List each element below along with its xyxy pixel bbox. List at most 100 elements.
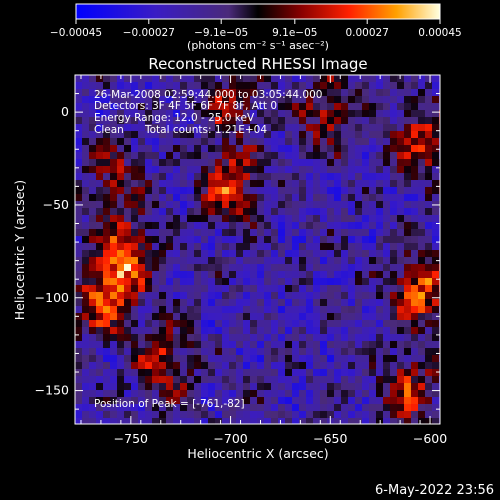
- heatmap-cell: [341, 348, 349, 356]
- heatmap-cell: [271, 145, 279, 153]
- heatmap-cell: [159, 334, 167, 342]
- heatmap-cell: [243, 313, 251, 321]
- heatmap-cell: [369, 418, 377, 424]
- heatmap-cell: [271, 236, 279, 244]
- heatmap-cell: [117, 117, 125, 125]
- y-axis-label: Heliocentric Y (arcsec): [12, 180, 27, 320]
- heatmap-cell: [124, 159, 132, 167]
- heatmap-cell: [110, 124, 118, 132]
- heatmap-cell: [222, 75, 230, 83]
- heatmap-cell: [285, 404, 293, 412]
- heatmap-cell: [173, 348, 181, 356]
- heatmap-cell: [313, 229, 321, 237]
- heatmap-cell: [152, 187, 160, 195]
- heatmap-cell: [376, 376, 384, 384]
- heatmap-cell: [278, 383, 286, 391]
- heatmap-cell: [131, 257, 139, 265]
- heatmap-cell: [411, 376, 419, 384]
- heatmap-cell: [355, 334, 363, 342]
- heatmap-cell: [334, 75, 342, 83]
- heatmap-cell: [117, 411, 125, 419]
- heatmap-cell: [138, 222, 146, 230]
- heatmap-cell: [334, 180, 342, 188]
- heatmap-cell: [418, 236, 426, 244]
- heatmap-cell: [180, 243, 188, 251]
- heatmap-cell: [229, 117, 237, 125]
- heatmap-cell: [110, 194, 118, 202]
- heatmap-cell: [299, 250, 307, 258]
- heatmap-cell: [383, 75, 391, 83]
- heatmap-cell: [152, 257, 160, 265]
- heatmap-cell: [418, 348, 426, 356]
- heatmap-cell: [96, 362, 104, 370]
- heatmap-cell: [194, 327, 202, 335]
- heatmap-cell: [208, 404, 216, 412]
- heatmap-cell: [257, 411, 265, 419]
- annotation-method: Clean: [94, 124, 124, 136]
- heatmap-cell: [320, 173, 328, 181]
- heatmap-cell: [82, 222, 90, 230]
- heatmap-cell: [257, 166, 265, 174]
- heatmap-cell: [299, 96, 307, 104]
- heatmap-cell: [117, 285, 125, 293]
- heatmap-cell: [159, 250, 167, 258]
- heatmap-cell: [397, 327, 405, 335]
- heatmap-cell: [362, 236, 370, 244]
- heatmap-cell: [152, 348, 160, 356]
- heatmap-cell: [425, 397, 433, 405]
- heatmap-cell: [124, 103, 132, 111]
- heatmap-cell: [124, 299, 132, 307]
- heatmap-cell: [159, 152, 167, 160]
- heatmap-cell: [117, 152, 125, 160]
- heatmap-cell: [390, 180, 398, 188]
- heatmap-cell: [327, 390, 335, 398]
- heatmap-cell: [320, 397, 328, 405]
- heatmap-cell: [82, 173, 90, 181]
- heatmap-cell: [138, 138, 146, 146]
- heatmap-cell: [187, 138, 195, 146]
- heatmap-cell: [306, 348, 314, 356]
- heatmap-cell: [264, 306, 272, 314]
- heatmap-cell: [222, 250, 230, 258]
- heatmap-cell: [145, 131, 153, 139]
- heatmap-cell: [180, 362, 188, 370]
- heatmap-cell: [208, 292, 216, 300]
- heatmap-cell: [131, 285, 139, 293]
- heatmap-cell: [376, 236, 384, 244]
- heatmap-cell: [243, 208, 251, 216]
- heatmap-cell: [187, 117, 195, 125]
- heatmap-cell: [250, 82, 258, 90]
- heatmap-cell: [320, 215, 328, 223]
- heatmap-cell: [264, 411, 272, 419]
- heatmap-cell: [222, 271, 230, 279]
- heatmap-cell: [362, 138, 370, 146]
- heatmap-cell: [299, 201, 307, 209]
- heatmap-cell: [250, 187, 258, 195]
- heatmap-cell: [131, 75, 139, 83]
- heatmap-cell: [341, 194, 349, 202]
- heatmap-cell: [96, 320, 104, 328]
- heatmap-cell: [306, 173, 314, 181]
- heatmap-cell: [222, 103, 230, 111]
- heatmap-cell: [208, 271, 216, 279]
- heatmap-cell: [264, 327, 272, 335]
- heatmap-cell: [306, 341, 314, 349]
- heatmap-cell: [264, 152, 272, 160]
- heatmap-cell: [194, 355, 202, 363]
- heatmap-cell: [306, 362, 314, 370]
- heatmap-cell: [320, 292, 328, 300]
- heatmap-cell: [362, 404, 370, 412]
- heatmap-cell: [180, 159, 188, 167]
- heatmap-cell: [75, 404, 83, 412]
- heatmap-cell: [292, 243, 300, 251]
- heatmap-cell: [243, 75, 251, 83]
- heatmap-cell: [397, 166, 405, 174]
- heatmap-cell: [145, 117, 153, 125]
- heatmap-cell: [110, 348, 118, 356]
- heatmap-cell: [397, 257, 405, 265]
- heatmap-cell: [341, 208, 349, 216]
- heatmap-cell: [348, 243, 356, 251]
- heatmap-cell: [180, 215, 188, 223]
- heatmap-cell: [362, 376, 370, 384]
